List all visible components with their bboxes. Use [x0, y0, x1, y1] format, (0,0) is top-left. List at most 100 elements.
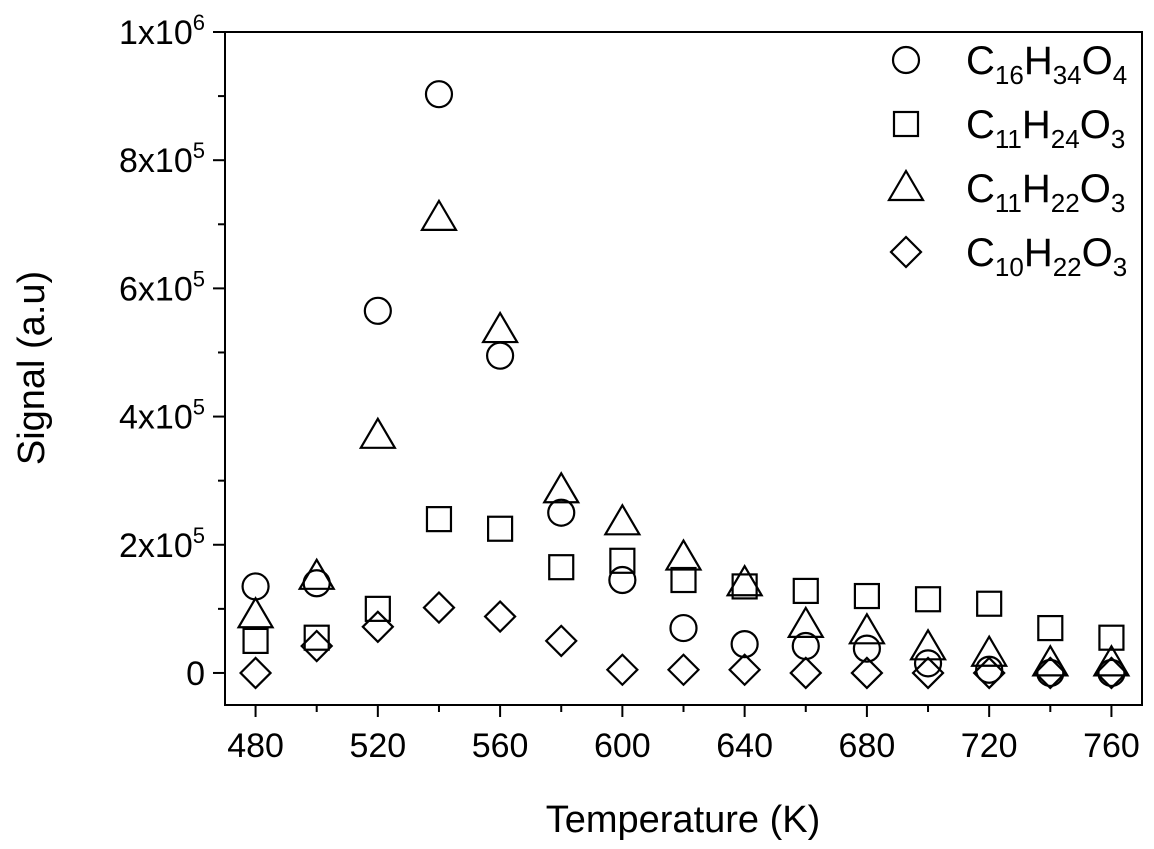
legend-element: O: [1080, 167, 1111, 211]
legend-label: C16H34O4: [966, 39, 1127, 90]
data-point-circle: [852, 634, 882, 663]
legend-subscript: 11: [995, 188, 1022, 218]
data-point-triangle: [847, 612, 886, 645]
data-point-diamond: [483, 599, 517, 634]
data-point-triangle: [542, 471, 581, 504]
y-tick-label: 6x105: [119, 266, 205, 308]
data-point-circle: [1097, 658, 1126, 688]
x-tick-label: 520: [349, 727, 406, 765]
data-point-triangle: [297, 557, 336, 590]
legend-label: C11H24O3: [966, 103, 1125, 154]
data-point-diamond: [605, 653, 639, 687]
data-point-circle: [363, 296, 392, 325]
data-point-triangle: [909, 628, 947, 661]
data-point-triangle: [358, 416, 397, 449]
legend-subscript: 10: [995, 252, 1024, 282]
data-point-diamond: [911, 656, 945, 690]
legend-marker-circle: [891, 45, 921, 75]
y-tick-label: 2x105: [119, 523, 205, 565]
data-point-circle: [913, 649, 943, 678]
data-point-square: [914, 586, 942, 613]
x-axis-title: Temperature (K): [546, 799, 821, 841]
data-point-square: [670, 566, 697, 594]
data-point-square: [609, 547, 636, 574]
data-point-square: [792, 577, 819, 605]
y-tick-label: 4x105: [119, 395, 205, 437]
data-point-diamond: [789, 656, 823, 690]
y-tick-base: 0: [186, 655, 205, 693]
data-point-diamond: [1033, 656, 1067, 690]
legend-subscript: 4: [1113, 60, 1127, 90]
data-point-circle: [547, 498, 576, 527]
data-point-diamond: [239, 656, 273, 690]
x-tick-label: 640: [716, 727, 773, 765]
legend-element: C: [966, 231, 995, 275]
y-tick-exponent: 5: [193, 266, 205, 291]
y-axis-title: Signal (a.u): [11, 271, 53, 465]
data-point-triangle: [1092, 644, 1131, 677]
legend-subscript: 34: [1053, 60, 1082, 90]
y-tick-label: 8x105: [119, 138, 205, 180]
legend-element: H: [1022, 103, 1051, 147]
legend-subscript: 3: [1111, 188, 1125, 218]
data-point-triangle: [725, 564, 764, 597]
y-tick-base: 1x10: [119, 14, 193, 52]
data-point-diamond: [422, 591, 456, 625]
data-point-triangle: [970, 634, 1009, 667]
legend-subscript: 16: [995, 60, 1024, 90]
x-tick-label: 480: [227, 727, 284, 765]
y-tick-base: 6x10: [119, 270, 193, 308]
data-point-square: [1037, 614, 1064, 642]
data-point-square: [487, 515, 514, 542]
y-tick-exponent: 5: [193, 395, 205, 420]
legend-element: O: [1082, 231, 1113, 275]
legend-element: O: [1082, 39, 1113, 83]
data-point-triangle: [481, 310, 520, 344]
legend-element: H: [1022, 167, 1051, 211]
data-point-triangle: [236, 596, 275, 629]
data-point-diamond: [666, 653, 701, 687]
data-points: [236, 80, 1131, 690]
data-point-diamond: [972, 656, 1006, 690]
y-tick-exponent: 6: [193, 10, 205, 35]
data-point-circle: [486, 341, 515, 370]
data-point-square: [853, 582, 881, 610]
data-point-triangle: [786, 605, 825, 638]
data-point-square: [976, 590, 1003, 617]
x-tick-label: 760: [1083, 727, 1140, 765]
legend-subscript: 11: [995, 124, 1022, 154]
data-point-diamond: [544, 624, 578, 658]
data-point-circle: [608, 565, 637, 595]
legend-marker-square: [892, 110, 920, 138]
data-point-triangle: [420, 198, 458, 231]
data-point-circle: [1036, 658, 1065, 688]
data-point-square: [303, 624, 330, 651]
legend-subscript: 3: [1111, 124, 1125, 154]
y-tick-base: 8x10: [119, 142, 193, 180]
y-tick-base: 2x10: [119, 527, 193, 565]
legend-marker-triangle: [887, 168, 925, 202]
legend-subscript: 3: [1113, 252, 1127, 282]
legend-element: H: [1024, 231, 1053, 275]
legend-subscript: 22: [1053, 252, 1082, 282]
y-tick-base: 4x10: [119, 399, 193, 437]
data-point-diamond: [850, 656, 884, 690]
x-tick-label: 720: [961, 727, 1018, 765]
y-tick-label: 0: [186, 655, 205, 693]
data-point-square: [242, 627, 269, 655]
legend-marker-diamond: [889, 235, 923, 269]
legend-subscript: 22: [1051, 188, 1080, 218]
legend-element: C: [966, 39, 995, 83]
data-point-diamond: [728, 653, 762, 687]
legend-element: C: [966, 167, 995, 211]
legend-element: O: [1080, 103, 1111, 147]
data-point-diamond: [361, 610, 395, 644]
y-tick-exponent: 5: [193, 138, 205, 163]
data-point-square: [364, 595, 391, 622]
y-tick-label: 1x106: [119, 10, 205, 52]
data-point-diamond: [300, 629, 334, 663]
x-tick-label: 560: [472, 727, 529, 765]
